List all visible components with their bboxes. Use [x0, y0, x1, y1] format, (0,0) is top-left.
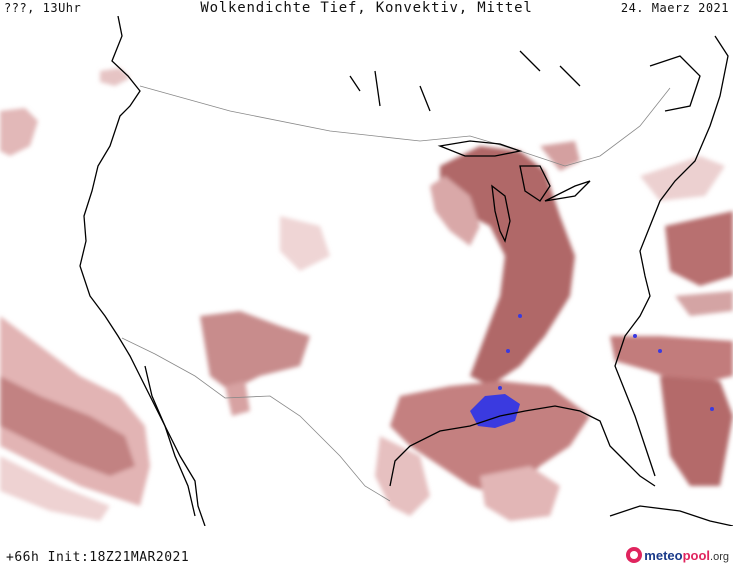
cloud-band-central: [440, 146, 575, 386]
meteopool-brand-text: meteopool.org: [644, 547, 729, 563]
cloud-patch-gulf-light: [375, 436, 430, 516]
maritimes-coastline: [649, 55, 701, 112]
lake-michigan: [491, 184, 511, 243]
baja-coastline: [144, 365, 196, 517]
lake-superior: [437, 140, 523, 157]
cloud-band-central-east: [540, 141, 580, 171]
cloud-band-pacific-light: [0, 456, 110, 521]
meteopool-logo[interactable]: meteopool.org: [626, 545, 729, 565]
cloud-patch-southeast: [610, 336, 733, 386]
borders: [121, 85, 671, 502]
weather-map: [0, 16, 733, 526]
cloud-layer: [0, 68, 733, 521]
forecast-date-label: 24. Maerz 2021: [620, 1, 729, 15]
cloud-patch-bahamas: [660, 376, 733, 486]
gulf-coastline: [389, 405, 656, 487]
cloud-patch-ne: [640, 156, 725, 201]
cuba-coastline: [609, 505, 733, 526]
meteopool-logo-icon: [626, 547, 643, 563]
convective-cells: [470, 314, 714, 428]
cloud-patch-gulf-south: [480, 466, 560, 521]
cloud-patch-texas: [200, 311, 310, 391]
north-lakes: [349, 50, 581, 112]
lake-huron: [519, 165, 551, 202]
cloud-patch-texas2: [225, 381, 250, 416]
cloud-patch-plains: [280, 216, 330, 271]
us-mexico-border: [121, 337, 391, 502]
cloud-band-pacific-core: [0, 376, 135, 476]
map-title: Wolkendichte Tief, Konvektiv, Mittel: [200, 0, 533, 16]
atlantic-coastline: [614, 35, 729, 477]
cloud-patch-gulf: [390, 381, 590, 496]
init-time-label: +66h Init:18Z21MAR2021: [6, 550, 190, 565]
us-canada-border: [139, 85, 671, 167]
map-footer: +66h Init:18Z21MAR2021 meteopool.org: [0, 526, 733, 566]
cloud-patch-nw2: [100, 68, 130, 86]
convective-core-gulf: [470, 394, 520, 428]
lake-erie: [544, 180, 591, 202]
coastlines: [79, 16, 733, 526]
cloud-patch-nw: [0, 108, 38, 156]
cloud-patch-atlantic: [665, 211, 733, 286]
cloud-patch-atlantic2: [675, 291, 733, 316]
forecast-time-label: ???, 13Uhr: [4, 1, 82, 15]
cloud-band-central-light: [430, 176, 480, 246]
map-header: ???, 13Uhr Wolkendichte Tief, Konvektiv,…: [0, 0, 733, 22]
pacific-coastline: [79, 16, 206, 526]
